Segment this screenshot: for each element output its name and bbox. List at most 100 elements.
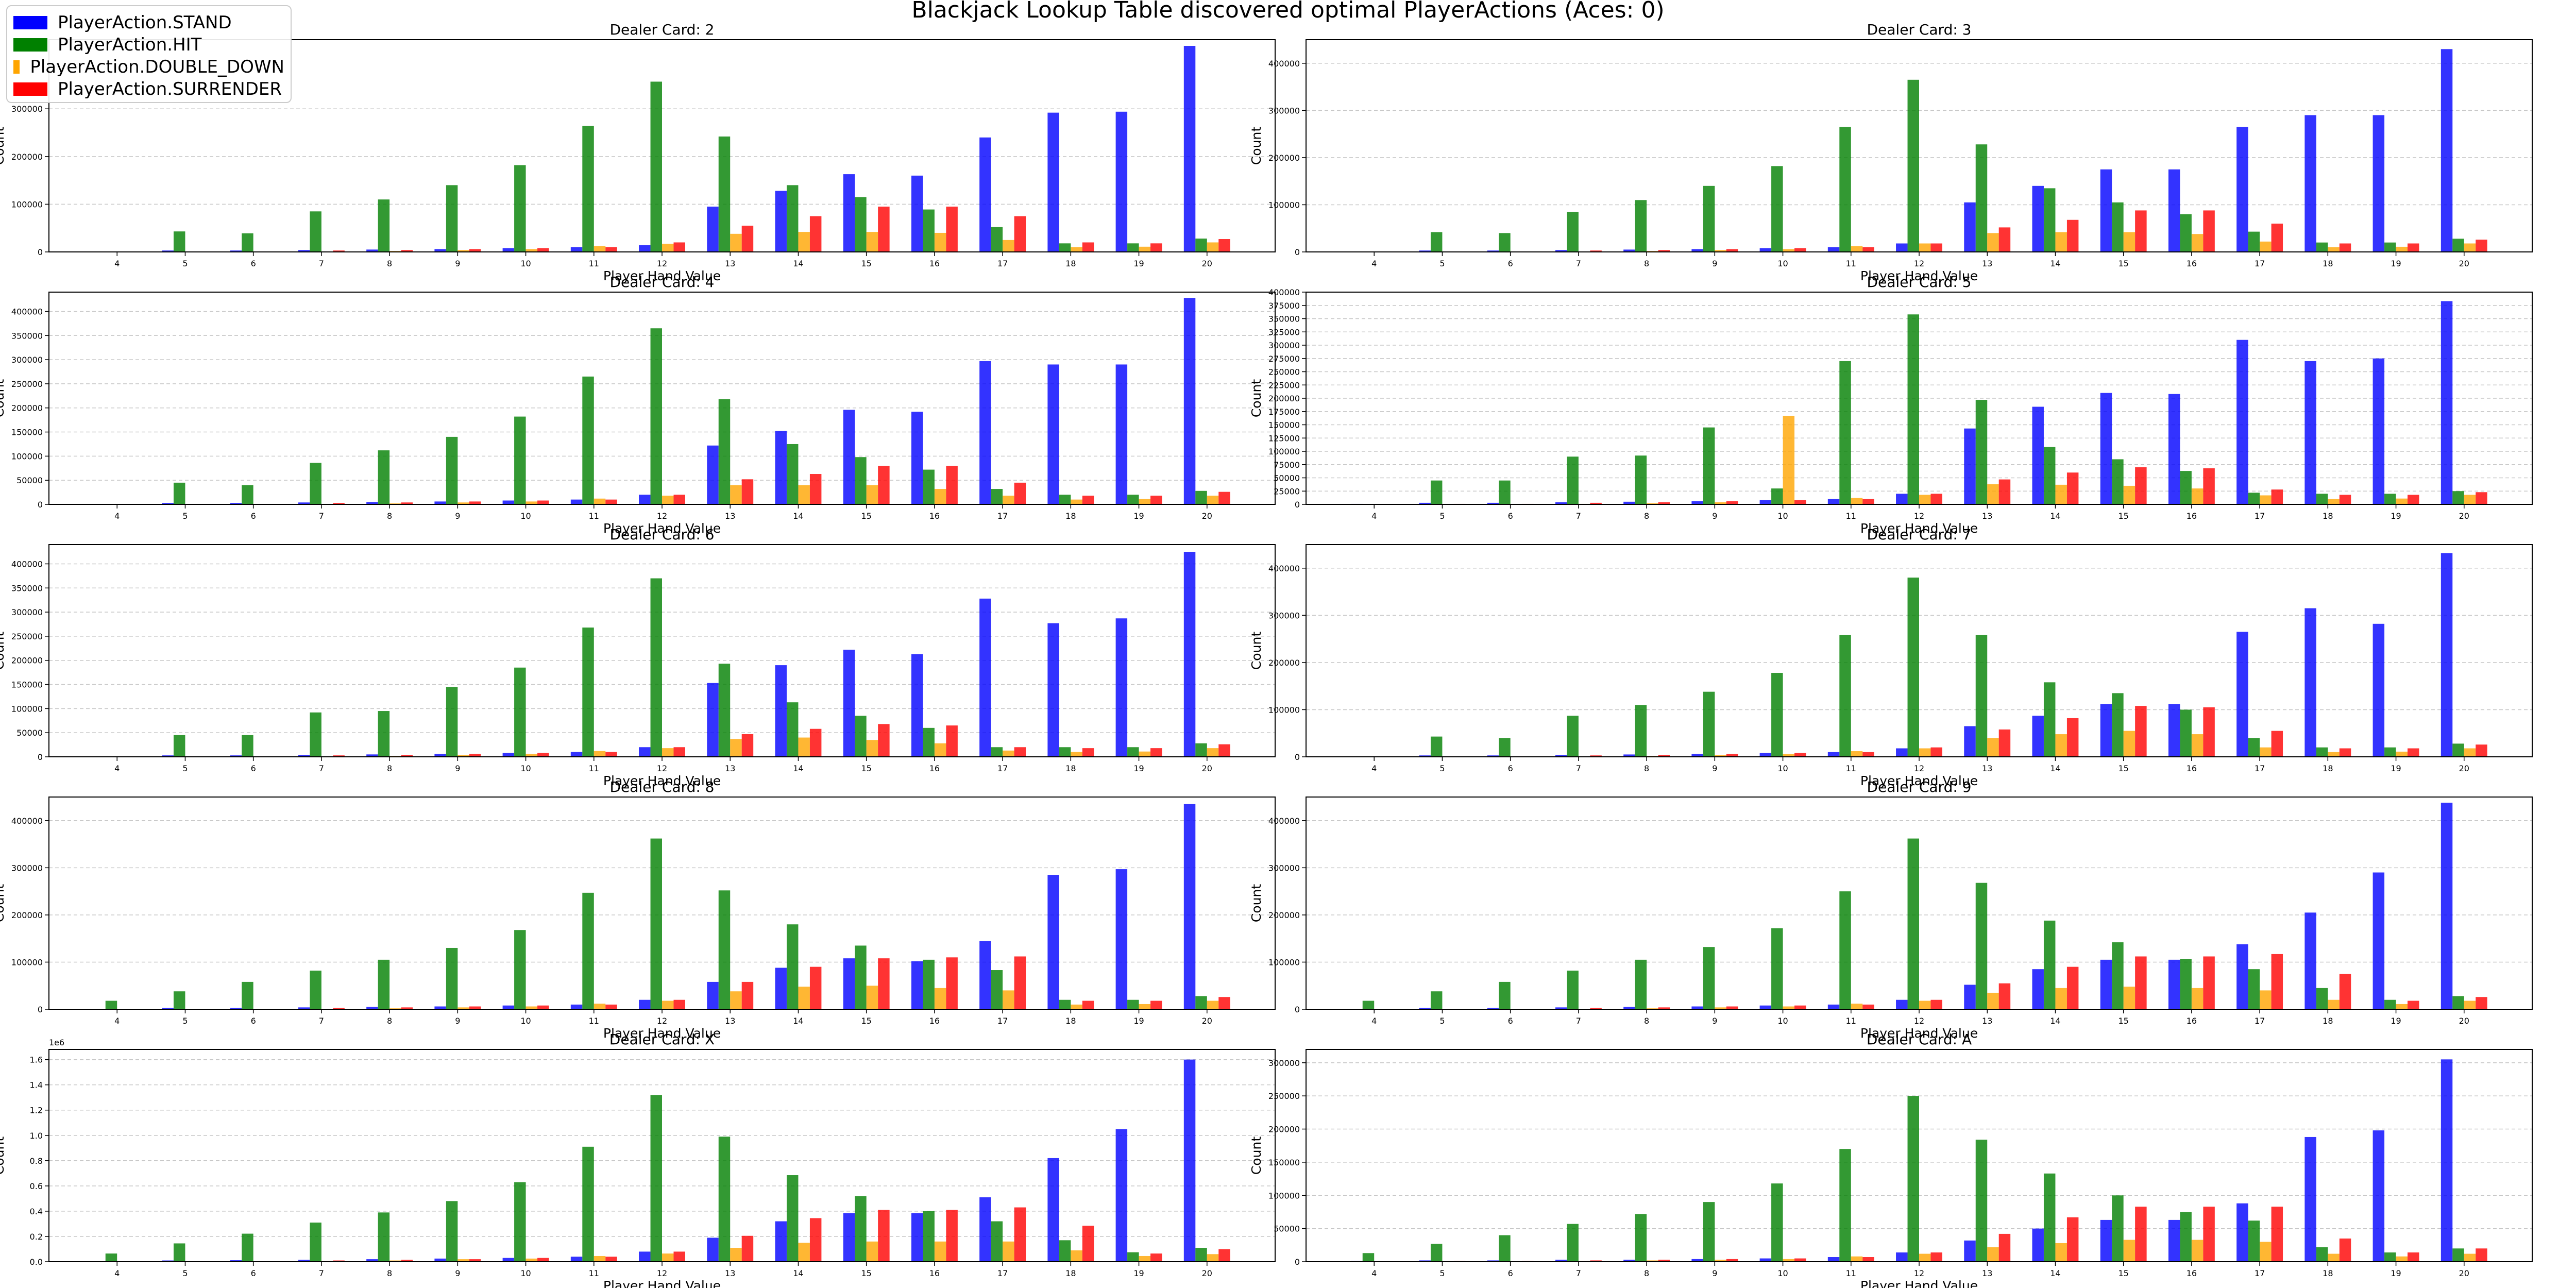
y-tick-label: 1.0 [30,1131,43,1141]
x-tick-label: 5 [1439,1268,1445,1278]
x-tick-label: 16 [929,259,940,268]
legend-swatch [13,38,47,52]
bar [1930,747,1942,757]
bar [537,248,549,252]
bar [514,416,526,504]
x-tick-label: 11 [1846,1016,1856,1026]
bar [1362,1253,1375,1262]
x-tick-label: 10 [520,511,531,521]
bar [878,466,890,504]
bar [1082,242,1094,252]
bar [173,231,185,252]
subplot-title: Dealer Card: 2 [609,21,714,38]
bar [2396,1256,2408,1262]
x-tick-label: 12 [657,1016,667,1026]
bar [2100,1219,2112,1262]
bar [333,1260,345,1262]
x-tick-label: 17 [2255,511,2265,521]
y-tick-label: 200000 [1268,1125,1300,1134]
x-tick-label: 19 [2391,1268,2401,1278]
bar [2191,1240,2204,1262]
bar [911,654,923,757]
bar [242,981,253,1009]
x-tick-label: 10 [1777,1016,1788,1026]
bar [1794,248,1806,252]
bar [707,683,719,757]
bar [2464,748,2476,757]
bar [1783,754,1795,757]
bar [1998,1233,2011,1262]
x-tick-label: 18 [1065,259,1076,268]
bar [1059,1240,1071,1262]
bar [2123,485,2136,504]
x-tick-label: 16 [2187,1016,2197,1026]
x-tick-label: 14 [793,259,803,268]
bar [469,1259,481,1262]
x-tick-label: 15 [861,259,871,268]
x-tick-label: 20 [1202,511,1212,521]
bar [1623,1007,1635,1009]
bar [1964,985,1976,1009]
bar [230,1260,242,1262]
bar [946,725,958,757]
bar [843,958,855,1009]
bar [1127,495,1139,504]
bar [434,1258,446,1262]
bar [707,1238,719,1262]
bar [639,245,651,252]
bar [230,1008,242,1009]
bar [1218,492,1230,504]
bar [1691,249,1703,252]
x-tick-label: 15 [2118,1268,2128,1278]
bar [1115,869,1128,1009]
bar [526,1258,538,1262]
x-tick-label: 14 [2050,1016,2060,1026]
subplot-1: 0 100000 200000 300000 4 5 6 7 8 9 10 11 12 13 14 15 16 1… [0,21,1276,283]
legend-item-double-down: PlayerAction.DOUBLE_DOWN [13,56,284,78]
bar [1715,502,1726,504]
x-tick-label: 16 [929,1268,940,1278]
bar [1658,1007,1670,1009]
x-tick-label: 11 [589,764,599,773]
bar [605,1257,617,1262]
x-tick-label: 4 [114,511,120,521]
bar [878,1210,890,1262]
y-tick-label: 100000 [11,704,43,714]
bar [1207,1254,1219,1262]
bar [594,498,606,504]
x-tick-label: 5 [1439,511,1445,521]
bar [242,1233,253,1262]
y-tick-label: 300000 [1268,1058,1300,1068]
bar [1195,239,1207,252]
bar [2180,471,2192,504]
y-tick-label: 325000 [1268,327,1300,337]
bar [662,1001,674,1009]
subplot-title: Dealer Card: X [609,1031,715,1048]
bar [1419,502,1431,504]
x-axis-label: Player Hand Value [603,1278,721,1288]
bar [2464,495,2476,504]
bar [582,628,594,757]
bar [2271,731,2283,757]
figure-title: Blackjack Lookup Table discovered optima… [911,0,1664,23]
bar [1590,755,1602,757]
bar [2236,632,2248,757]
bar [718,136,731,252]
bar [2328,1253,2340,1262]
x-tick-label: 10 [1777,764,1788,773]
bar [843,410,855,504]
bar [741,734,754,757]
x-tick-label: 4 [1371,511,1377,521]
bar [1794,1005,1806,1009]
bar [173,482,185,504]
x-tick-label: 7 [319,1268,324,1278]
x-tick-label: 5 [182,1268,188,1278]
x-tick-label: 9 [1712,511,1717,521]
bar [2304,361,2316,504]
x-tick-label: 12 [657,1268,667,1278]
x-tick-label: 19 [2391,1016,2401,1026]
bar [1207,748,1219,757]
bar [1930,1252,1942,1262]
bar [2135,467,2147,504]
bar [741,981,754,1009]
